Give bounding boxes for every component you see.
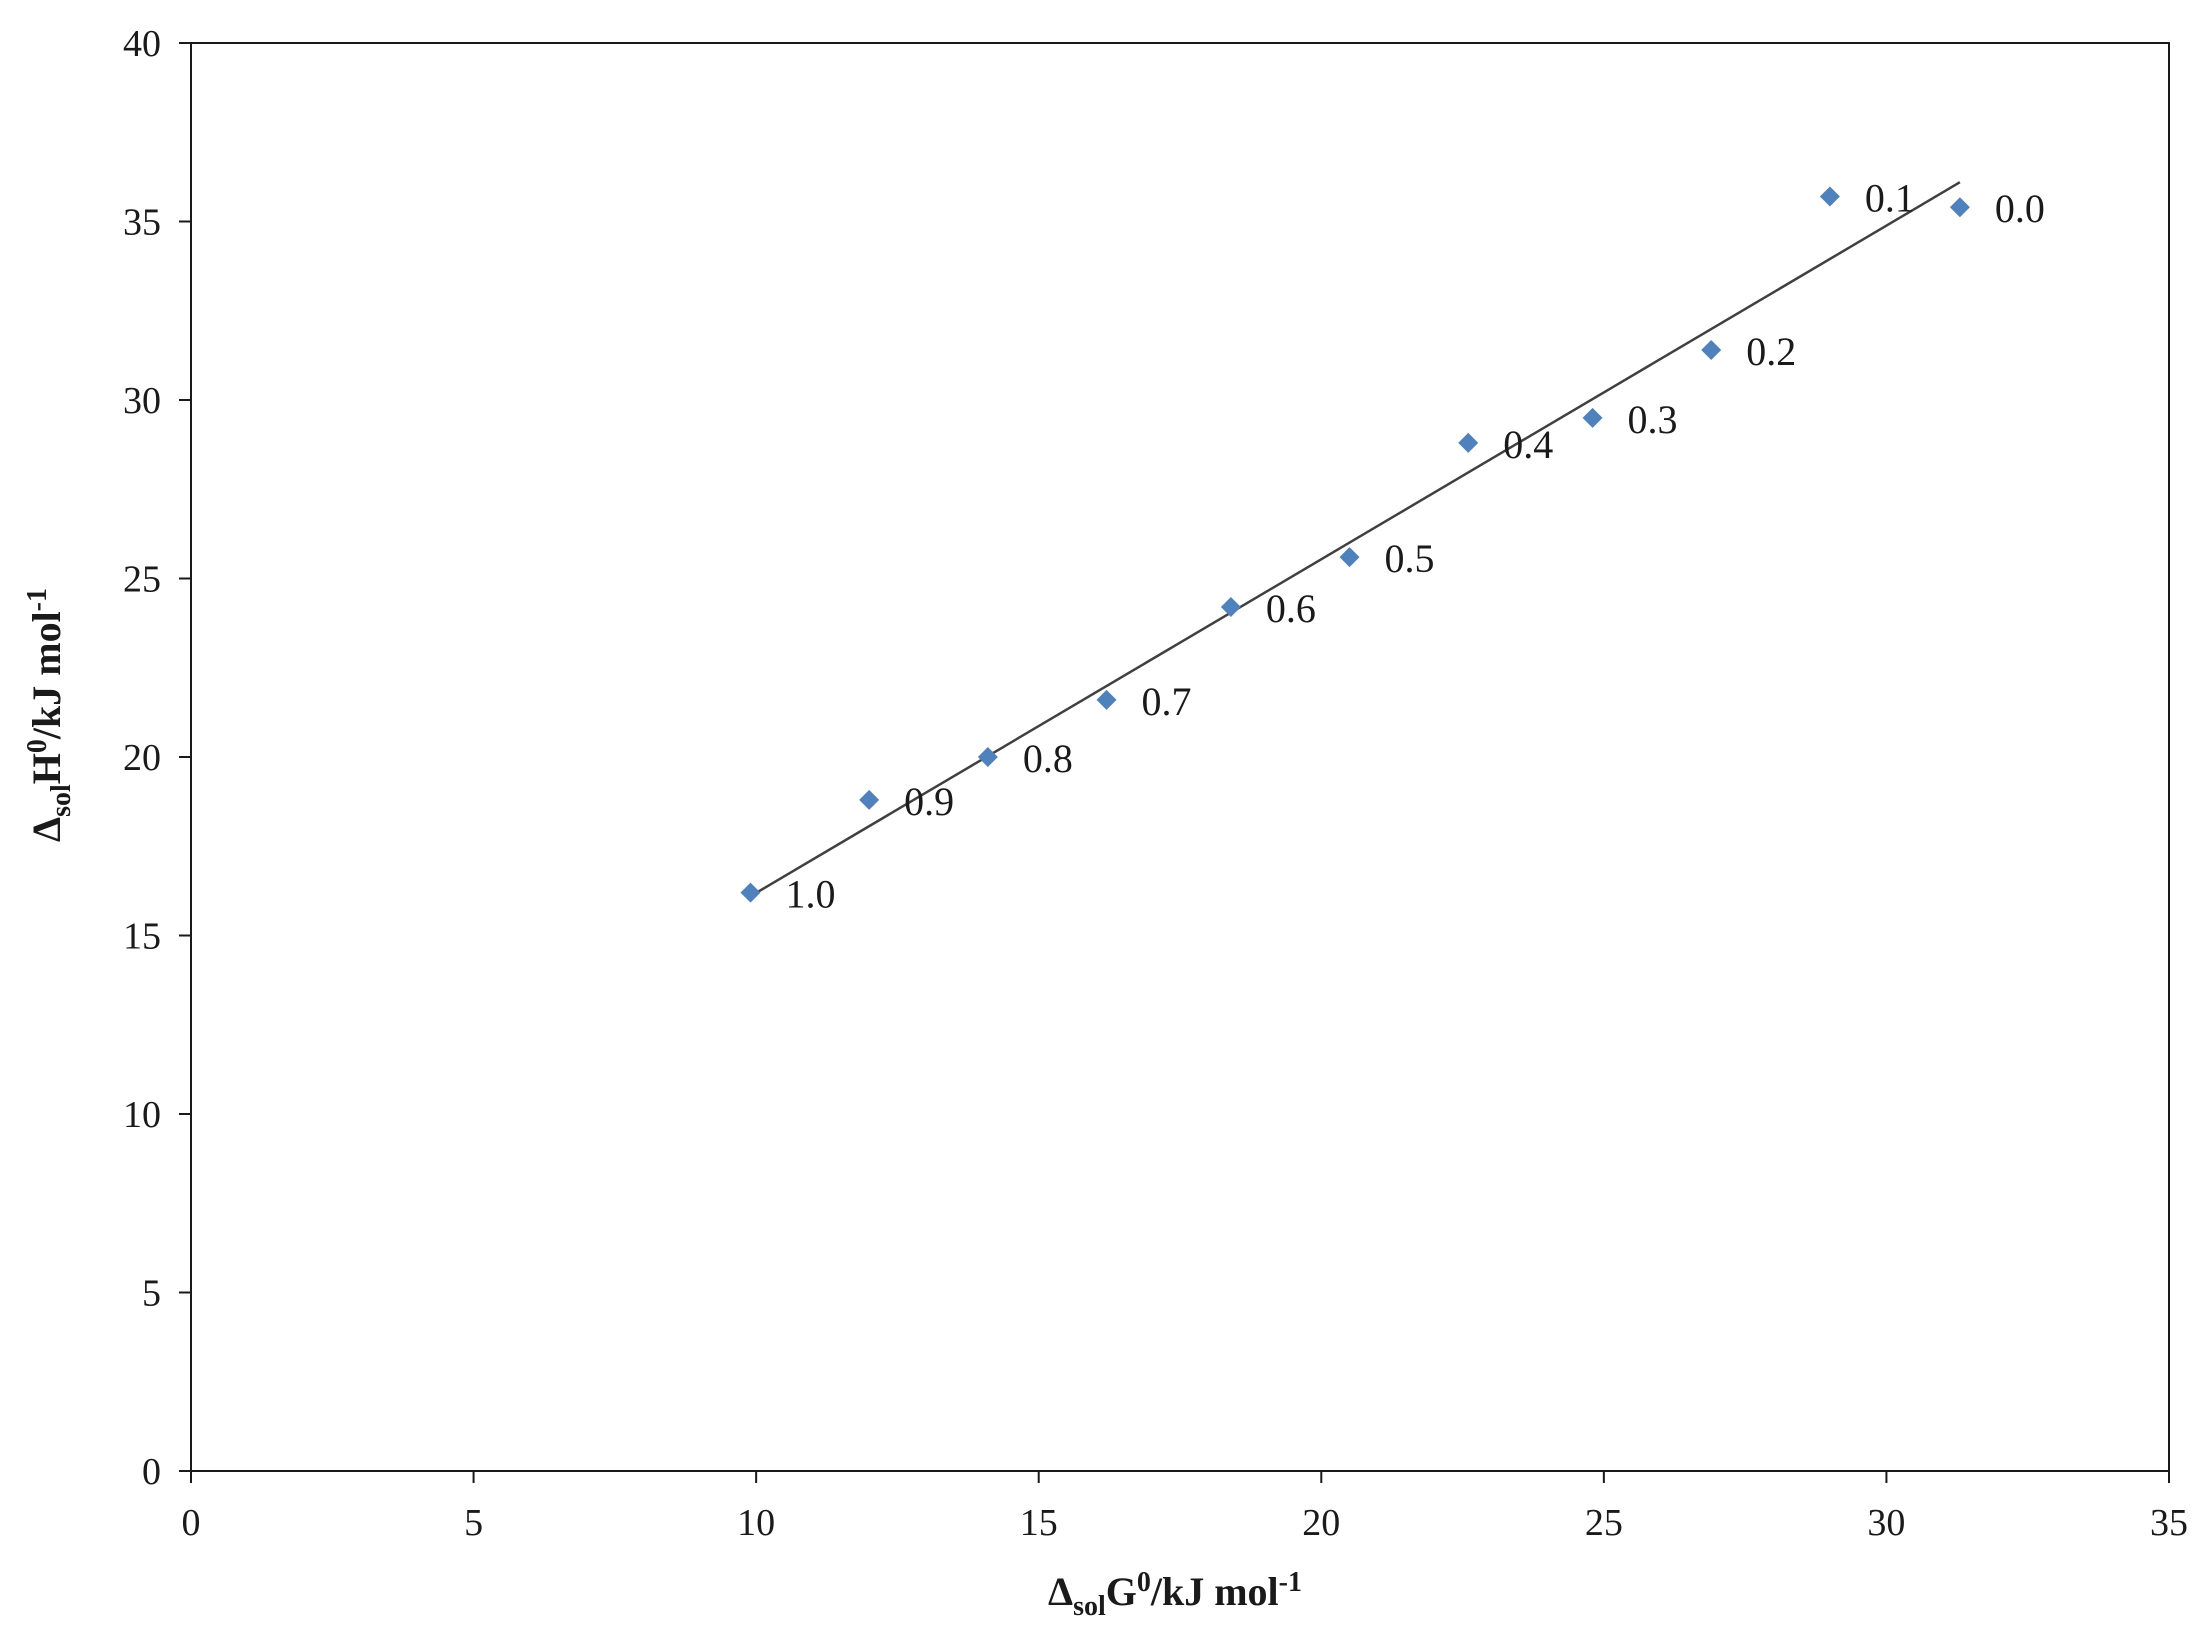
x-tick-label: 25 bbox=[1585, 1502, 1623, 1544]
y-tick-label: 30 bbox=[123, 380, 161, 422]
x-axis-title-sup1: -1 bbox=[1279, 1567, 1302, 1598]
data-point bbox=[977, 747, 998, 767]
point-label: 0.4 bbox=[1503, 422, 1553, 467]
data-points bbox=[740, 186, 1970, 903]
point-label: 0.6 bbox=[1266, 586, 1316, 631]
plot-area bbox=[190, 42, 2170, 1472]
data-point bbox=[1096, 689, 1117, 710]
point-label: 1.0 bbox=[785, 872, 835, 917]
y-axis-title-sup1: -1 bbox=[22, 588, 53, 611]
data-point bbox=[1458, 432, 1479, 453]
data-point bbox=[1701, 340, 1722, 361]
y-axis-title-sup0: 0 bbox=[22, 739, 53, 753]
y-axis-ticks: 0 5 10 15 20 25 30 35 40 bbox=[123, 23, 191, 1493]
y-axis-title-main: H bbox=[24, 753, 69, 784]
x-axis-title-main: G bbox=[1106, 1569, 1137, 1614]
x-axis-title: ΔsolG0/kJ mol-1 bbox=[1048, 1567, 1302, 1622]
y-axis-title-delta: Δ bbox=[24, 817, 69, 842]
x-tick-label: 0 bbox=[182, 1502, 201, 1544]
trendline-group bbox=[749, 181, 1961, 898]
data-point bbox=[1339, 547, 1360, 568]
data-point bbox=[1949, 197, 1970, 218]
y-tick-label: 40 bbox=[123, 23, 161, 65]
x-axis-title-delta: Δ bbox=[1048, 1569, 1073, 1614]
point-label: 0.2 bbox=[1746, 329, 1796, 374]
data-point bbox=[740, 882, 761, 903]
point-label: 0.1 bbox=[1865, 176, 1915, 221]
data-point bbox=[859, 789, 880, 810]
x-tick-label: 15 bbox=[1020, 1502, 1058, 1544]
point-label: 0.9 bbox=[904, 779, 954, 824]
x-tick-label: 30 bbox=[1867, 1502, 1905, 1544]
x-tick-label: 10 bbox=[737, 1502, 775, 1544]
data-point bbox=[1582, 407, 1603, 428]
trendline bbox=[749, 181, 1961, 898]
point-label: 0.5 bbox=[1385, 536, 1435, 581]
point-label: 0.3 bbox=[1628, 397, 1678, 442]
data-point bbox=[1220, 597, 1241, 618]
y-axis-title: ΔsolH0/kJ mol-1 bbox=[22, 588, 77, 842]
x-axis-title-unit: /kJ mol bbox=[1150, 1569, 1279, 1614]
x-axis-ticks: 0 5 10 15 20 25 30 35 bbox=[182, 1471, 2188, 1544]
data-point bbox=[1819, 186, 1840, 207]
x-axis-title-sup0: 0 bbox=[1137, 1567, 1151, 1598]
y-tick-label: 25 bbox=[123, 559, 161, 601]
x-tick-label: 20 bbox=[1302, 1502, 1340, 1544]
x-tick-label: 5 bbox=[464, 1502, 483, 1544]
x-axis-title-sub: sol bbox=[1073, 1591, 1106, 1622]
y-tick-label: 5 bbox=[142, 1273, 161, 1315]
point-labels: 1.0 0.9 0.8 0.7 0.6 0.5 0.4 0.3 0.2 0.1 0.0 bbox=[785, 176, 2044, 917]
point-label: 0.8 bbox=[1023, 736, 1073, 781]
y-tick-label: 20 bbox=[123, 737, 161, 779]
y-tick-label: 10 bbox=[123, 1094, 161, 1136]
y-axis-title-sub: sol bbox=[46, 784, 77, 817]
y-axis-title-unit: /kJ mol bbox=[24, 611, 69, 740]
point-label: 0.0 bbox=[1995, 186, 2045, 231]
point-label: 0.7 bbox=[1142, 679, 1192, 724]
y-tick-label: 15 bbox=[123, 916, 161, 958]
x-tick-label: 35 bbox=[2150, 1502, 2188, 1544]
y-tick-label: 35 bbox=[123, 202, 161, 244]
y-tick-label: 0 bbox=[142, 1451, 161, 1493]
